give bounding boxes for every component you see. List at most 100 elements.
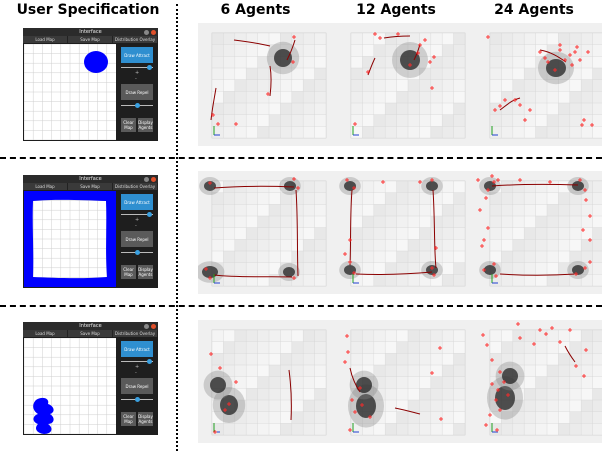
tab-load-map[interactable]: Load Map — [23, 36, 68, 43]
draw-repel-button[interactable]: Draw Repel — [121, 378, 153, 394]
column-separator — [176, 4, 178, 451]
agent-marker — [578, 58, 582, 62]
tab-distribution-overlay[interactable]: Distribution Overlay — [113, 183, 158, 190]
grid-cell — [442, 365, 454, 377]
grid-cell — [234, 330, 247, 342]
draw-attract-button[interactable]: Draw Attract — [121, 194, 153, 210]
agent-marker — [498, 104, 502, 108]
close-icon[interactable] — [151, 323, 156, 329]
grid-cell — [569, 91, 582, 104]
grid-cell — [535, 192, 547, 205]
grid-cell — [362, 216, 374, 228]
grid-cell — [212, 423, 224, 436]
tab-load-map[interactable]: Load Map — [23, 183, 68, 190]
grid-cell — [490, 411, 502, 424]
grid-cell — [501, 181, 513, 193]
tab-distribution-overlay[interactable]: Distribution Overlay — [113, 330, 158, 337]
draw-attract-button[interactable]: Draw Attract — [121, 47, 153, 63]
attract-slider[interactable] — [121, 359, 153, 364]
draw-repel-button[interactable]: Draw Repel — [121, 84, 153, 100]
grid-cell — [362, 274, 374, 287]
grid-cell — [212, 56, 224, 69]
minimize-icon[interactable] — [144, 176, 149, 182]
grid-cell — [351, 239, 363, 252]
agent-marker — [346, 350, 350, 354]
agent-marker — [575, 45, 579, 49]
agent-marker — [498, 408, 502, 412]
grid-cell — [490, 341, 502, 354]
origin-axes — [491, 274, 498, 284]
draw-attract-button[interactable]: Draw Attract — [121, 341, 153, 357]
agent-marker — [544, 332, 548, 336]
minimize-icon[interactable] — [144, 323, 149, 329]
grid-cell — [351, 388, 363, 401]
grid-cell — [524, 204, 536, 217]
grid-cell — [223, 353, 235, 366]
grid-cell — [385, 262, 397, 275]
grid-cell — [547, 216, 559, 228]
draw-repel-button[interactable]: Draw Repel — [121, 231, 153, 247]
grid-cell — [453, 376, 465, 389]
grid-cell — [592, 423, 602, 436]
grid-cell — [303, 56, 315, 69]
grid-cell — [291, 181, 304, 193]
grid-cell — [408, 341, 420, 354]
attract-slider[interactable] — [121, 65, 153, 70]
repel-slider[interactable] — [121, 103, 153, 108]
clear-map-button[interactable]: Clear Map — [121, 265, 136, 279]
display-agents-button[interactable]: Display Agents — [138, 118, 153, 132]
grid-cell — [257, 56, 269, 69]
grid-cell — [223, 33, 235, 45]
agent-marker — [574, 272, 578, 276]
tab-load-map[interactable]: Load Map — [23, 330, 68, 337]
display-agents-button[interactable]: Display Agents — [138, 265, 153, 279]
slider-knob[interactable] — [147, 359, 152, 364]
grid-cell — [373, 192, 386, 205]
grid-cell — [291, 79, 304, 92]
grid-cell — [453, 341, 465, 354]
display-agents-button[interactable]: Display Agents — [138, 412, 153, 426]
grid-cell — [408, 353, 420, 366]
grid-cell — [524, 251, 536, 263]
slider-knob[interactable] — [147, 65, 152, 70]
grid-cell — [223, 423, 235, 436]
grid-cell — [303, 79, 315, 92]
grid-cell — [396, 33, 408, 45]
grid-cell — [512, 68, 525, 80]
attract-slider[interactable] — [121, 212, 153, 217]
agent-marker — [543, 56, 547, 60]
tab-distribution-overlay[interactable]: Distribution Overlay — [113, 36, 158, 43]
slider-knob[interactable] — [135, 397, 140, 402]
grid-cell — [246, 353, 258, 366]
grid-cell — [512, 400, 525, 412]
close-icon[interactable] — [151, 29, 156, 35]
agent-marker — [208, 181, 212, 185]
slider-knob[interactable] — [147, 212, 152, 217]
grid-cell — [419, 204, 431, 217]
agent-marker — [223, 408, 227, 412]
tab-save-map[interactable]: Save Map — [68, 330, 113, 337]
density-core — [546, 59, 566, 77]
agent-trail — [499, 97, 521, 111]
drawing-canvas[interactable] — [24, 191, 116, 287]
agent-marker — [513, 98, 517, 102]
repel-slider[interactable] — [121, 250, 153, 255]
slider-knob[interactable] — [135, 103, 140, 108]
tab-save-map[interactable]: Save Map — [68, 36, 113, 43]
grid-cell — [234, 227, 247, 240]
clear-map-button[interactable]: Clear Map — [121, 412, 136, 426]
tab-save-map[interactable]: Save Map — [68, 183, 113, 190]
agent-marker — [484, 423, 488, 427]
slider-knob[interactable] — [135, 250, 140, 255]
grid-cell — [419, 330, 431, 342]
grid-cell — [408, 204, 420, 217]
drawing-canvas[interactable] — [24, 44, 116, 140]
repel-slider[interactable] — [121, 397, 153, 402]
drawing-canvas[interactable] — [24, 338, 116, 434]
density-core — [210, 377, 226, 393]
clear-map-button[interactable]: Clear Map — [121, 118, 136, 132]
close-icon[interactable] — [151, 176, 156, 182]
grid-cell — [223, 44, 235, 57]
grid-cell — [535, 353, 547, 366]
minimize-icon[interactable] — [144, 29, 149, 35]
